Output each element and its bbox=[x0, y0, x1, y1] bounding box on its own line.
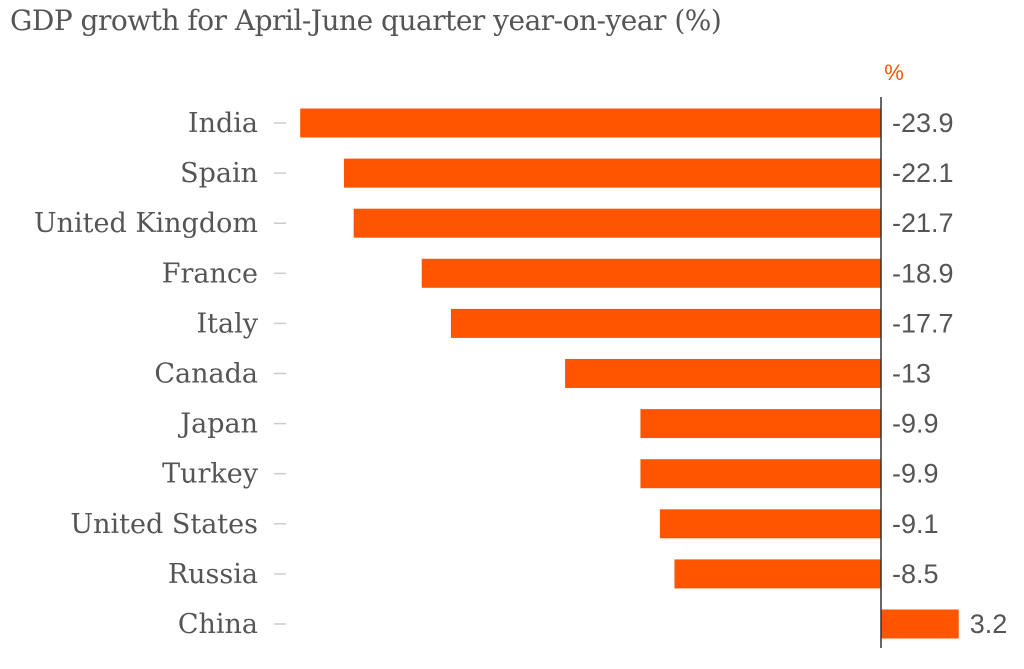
value-label: -8.5 bbox=[892, 559, 939, 589]
bar bbox=[353, 208, 881, 238]
category-label: Turkey bbox=[162, 459, 259, 490]
category-label: Japan bbox=[177, 409, 258, 440]
chart-title: GDP growth for April-June quarter year-o… bbox=[10, 4, 722, 37]
bar bbox=[343, 158, 882, 188]
category-label: Canada bbox=[154, 359, 258, 390]
bar bbox=[640, 459, 881, 489]
value-label: -13 bbox=[892, 359, 931, 389]
category-label: United Kingdom bbox=[34, 208, 258, 239]
unit-label: % bbox=[884, 60, 904, 85]
value-label: -18.9 bbox=[892, 258, 954, 288]
value-label: -9.1 bbox=[892, 509, 939, 539]
bar bbox=[300, 108, 882, 138]
category-label: France bbox=[162, 258, 258, 289]
bar bbox=[565, 359, 881, 388]
value-label: -22.1 bbox=[892, 158, 954, 188]
category-label: Italy bbox=[196, 308, 258, 339]
value-label: 3.2 bbox=[970, 609, 1008, 639]
bar bbox=[674, 559, 881, 589]
category-label: Spain bbox=[180, 158, 258, 189]
value-labels: -23.9 -22.1 -21.7 -18.9 -17.7 -13 -9.9 -9.9 -9.1… bbox=[892, 108, 1007, 639]
bars bbox=[300, 108, 959, 639]
category-label: China bbox=[178, 609, 258, 640]
bar bbox=[881, 609, 959, 639]
value-label: -9.9 bbox=[892, 459, 939, 489]
category-ticks bbox=[274, 122, 286, 625]
value-label: -23.9 bbox=[892, 108, 954, 138]
bar bbox=[450, 308, 881, 338]
category-label: India bbox=[188, 108, 258, 139]
category-label: Russia bbox=[168, 559, 258, 590]
value-label: -17.7 bbox=[892, 308, 954, 338]
bar bbox=[640, 409, 881, 439]
bar bbox=[659, 509, 881, 539]
bar bbox=[421, 258, 881, 288]
value-label: -21.7 bbox=[892, 208, 954, 238]
category-label: United States bbox=[70, 509, 258, 540]
category-labels: India Spain United Kingdom France Italy Canad… bbox=[34, 108, 259, 640]
value-label: -9.9 bbox=[892, 409, 939, 439]
